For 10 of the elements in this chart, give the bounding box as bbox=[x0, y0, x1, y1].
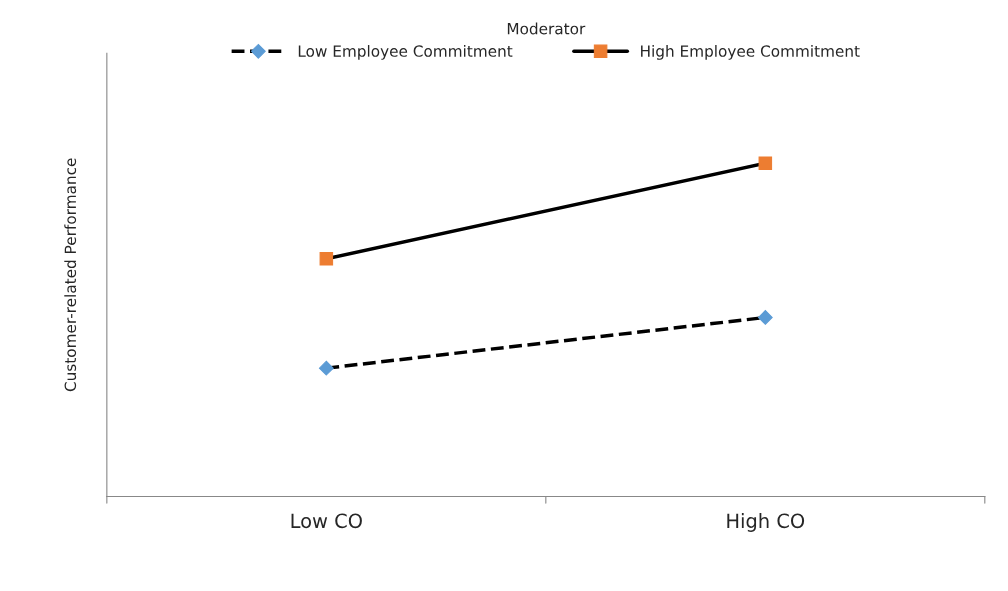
x-tick-label: High CO bbox=[727, 513, 805, 532]
point bbox=[318, 360, 334, 376]
point bbox=[758, 156, 773, 170]
legend-label: Low Employee Commitment bbox=[298, 45, 513, 60]
legend-title: Moderator bbox=[507, 22, 586, 35]
point bbox=[757, 310, 773, 325]
y-axis-title: Customer-related Performance bbox=[64, 158, 77, 392]
x-tick-label: Low CO bbox=[291, 513, 362, 529]
legend-label: High Employee Commitment bbox=[641, 45, 860, 60]
point bbox=[319, 252, 334, 266]
